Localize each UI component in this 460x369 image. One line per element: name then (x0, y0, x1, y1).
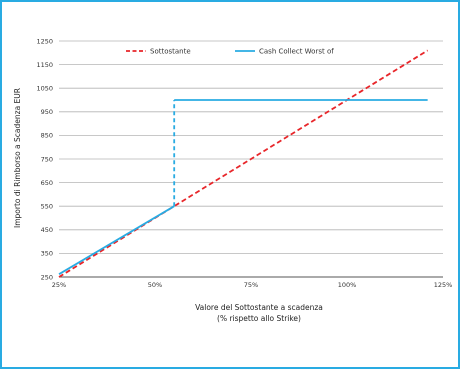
y-tick-label-550: 550 (41, 203, 53, 211)
series-line-cash-collect-lower (58, 205, 175, 275)
x-axis-title: Valore del Sottostante a scadenza (195, 303, 323, 312)
x-axis-subtitle: (% rispetto allo Strike) (217, 314, 301, 323)
y-axis-title: Importo di Rimborso a Scadenza EUR (13, 88, 22, 228)
x-tick-label-75: 75% (244, 281, 258, 289)
legend-label-sottostante: Sottostante (150, 48, 191, 56)
grid-layer (59, 40, 443, 278)
y-tick-label-250: 250 (41, 273, 53, 281)
legend-label-cash-collect: Cash Collect Worst of (259, 48, 334, 56)
x-tick-label-100: 100% (338, 281, 357, 289)
y-tick-label-1250: 1250 (36, 37, 53, 45)
x-tick-label-125: 125% (434, 281, 453, 289)
y-tick-label-450: 450 (41, 226, 53, 234)
y-tick-label-350: 350 (41, 250, 53, 258)
y-tick-label-1050: 1050 (36, 85, 53, 93)
x-tick-label-50: 50% (148, 281, 162, 289)
y-tick-label-850: 850 (41, 132, 53, 140)
tick-layer: 250 350 450 550 650 750 850 950 1050 1150 1250 25% 5… (36, 37, 452, 289)
y-tick-label-1150: 1150 (36, 61, 53, 69)
legend: Sottostante Cash Collect Worst of (126, 48, 334, 56)
x-tick-label-25: 25% (52, 281, 66, 289)
y-tick-label-650: 650 (41, 179, 53, 187)
y-tick-label-750: 750 (41, 155, 53, 163)
series-line-sottostante (58, 49, 429, 278)
y-tick-label-950: 950 (41, 108, 53, 116)
series-layer (58, 49, 429, 278)
